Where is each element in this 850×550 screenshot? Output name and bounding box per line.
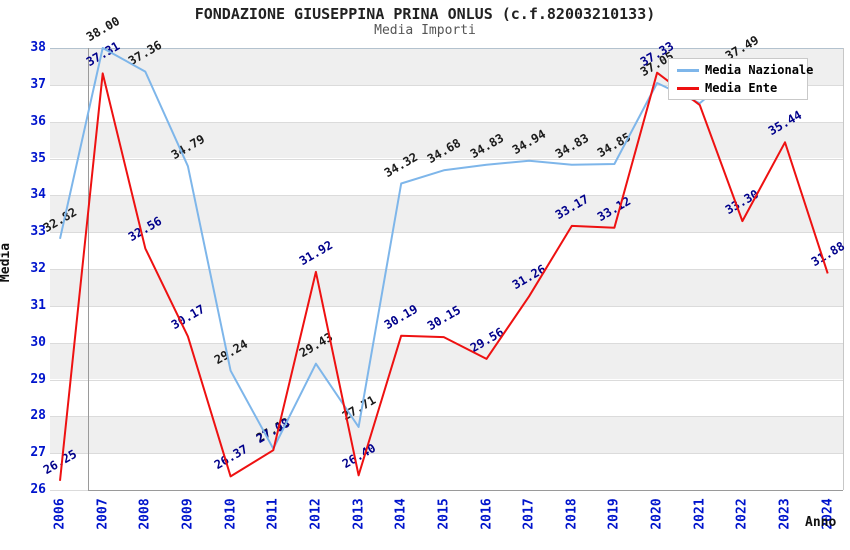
y-tick-label: 29	[30, 371, 46, 387]
plot-band	[50, 342, 843, 380]
y-tick-label: 34	[30, 187, 46, 203]
gridline	[50, 232, 843, 234]
x-tick-label: 2022	[734, 498, 750, 530]
x-tick-label: 2019	[606, 498, 622, 530]
y-tick-label: 33	[30, 224, 46, 240]
gridline	[50, 342, 843, 344]
legend-item-media-nazionale: Media Nazionale	[669, 61, 813, 79]
x-axis-title: Anno	[805, 515, 837, 530]
plot-band	[50, 416, 843, 454]
gridline	[50, 416, 843, 418]
x-tick-label: 2009	[180, 498, 196, 530]
x-tick-label: 2008	[137, 498, 153, 530]
gridline	[50, 195, 843, 197]
x-tick-label: 2018	[564, 498, 580, 530]
y-axis-title: Media	[0, 242, 14, 283]
legend-label-media-nazionale: Media Nazionale	[705, 63, 814, 77]
plot-band	[50, 195, 843, 233]
gridline	[50, 158, 843, 160]
chart-subtitle: Media Importi	[374, 23, 476, 38]
x-tick-label: 2023	[777, 498, 793, 530]
x-tick-label: 2021	[692, 498, 708, 530]
legend-line-sample-media-nazionale	[677, 68, 699, 72]
y-tick-label: 38	[30, 40, 46, 55]
x-tick-label: 2011	[265, 498, 281, 530]
x-tick-label: 2014	[393, 498, 409, 530]
y-axis-line	[88, 48, 89, 490]
x-tick-label: 2016	[479, 498, 494, 530]
x-tick-label: 2020	[649, 498, 665, 530]
legend-label-media-ente: Media Ente	[705, 81, 778, 95]
series-line-media-nazionale	[59, 47, 744, 450]
gridline	[50, 379, 843, 381]
legend-line-sample-media-ente	[677, 86, 699, 90]
legend-item-media-ente: Media Ente	[669, 79, 807, 97]
x-axis-line	[88, 490, 843, 491]
x-tick-label: 2010	[223, 498, 239, 530]
x-tick-label: 2017	[521, 498, 537, 530]
y-tick-label: 36	[30, 113, 46, 129]
plot-border-right	[843, 48, 844, 490]
value-label: 30.15	[424, 303, 463, 334]
y-tick-label: 26	[30, 482, 46, 497]
gridline	[50, 121, 843, 123]
y-tick-label: 30	[30, 334, 46, 350]
value-label: 31.92	[296, 237, 336, 269]
y-tick-label: 35	[30, 150, 46, 166]
plot-band	[50, 269, 843, 306]
chart-title: FONDAZIONE GIUSEPPINA PRINA ONLUS (c.f.8…	[194, 5, 656, 23]
x-tick-label: 2006	[52, 498, 68, 530]
legend: Media Nazionale Media Ente	[668, 58, 813, 100]
x-tick-label: 2007	[95, 498, 111, 530]
y-tick-label: 28	[30, 408, 46, 424]
y-tick-label: 31	[30, 297, 46, 313]
y-tick-label: 32	[30, 261, 46, 276]
y-tick-label: 37	[30, 76, 46, 92]
gridline	[50, 269, 843, 270]
y-tick-label: 27	[30, 445, 46, 461]
value-label: 31.88	[808, 239, 847, 270]
gridline	[50, 453, 843, 455]
x-tick-label: 2012	[308, 498, 324, 530]
x-tick-label: 2015	[436, 498, 452, 530]
gridline	[50, 305, 843, 307]
x-tick-label: 2013	[351, 498, 367, 530]
